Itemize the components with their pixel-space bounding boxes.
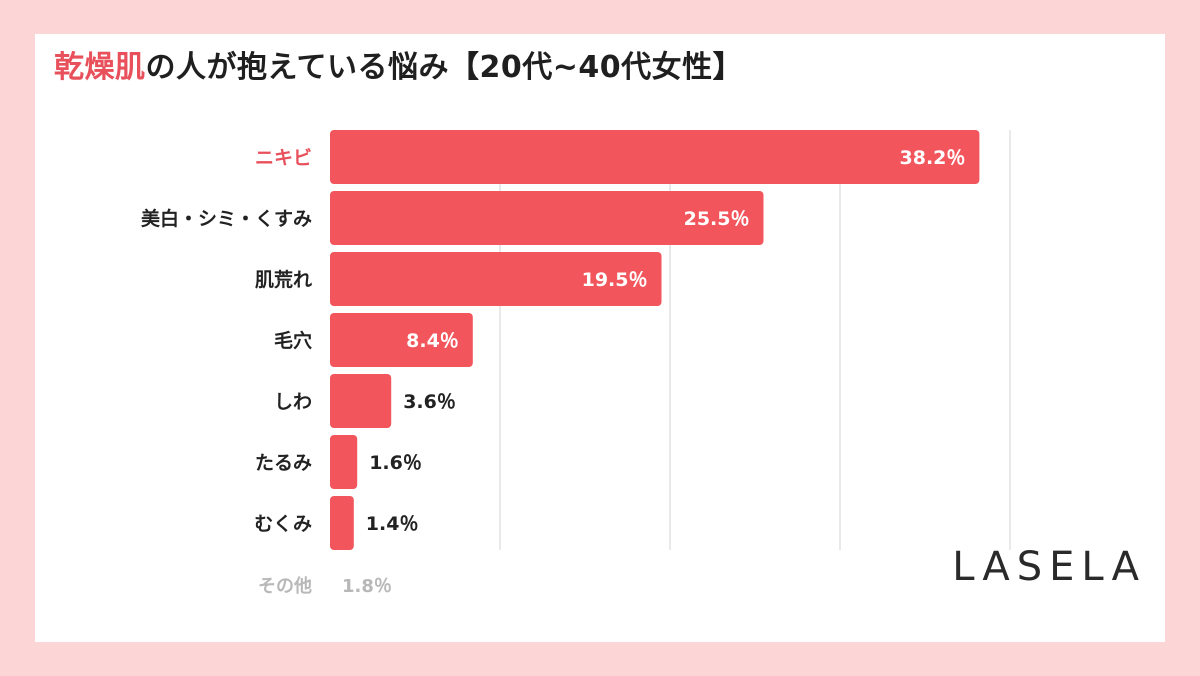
value-label: 1.4％	[366, 513, 419, 535]
bar	[330, 313, 473, 367]
bar	[330, 191, 764, 245]
category-label: しわ	[274, 391, 312, 413]
chart-title-highlight: 乾燥肌	[54, 50, 146, 85]
brand-logo: LASELA	[952, 544, 1146, 590]
category-label: 肌荒れ	[255, 268, 312, 291]
value-label: 1.6％	[369, 452, 422, 474]
bar	[330, 374, 392, 428]
bars	[330, 130, 980, 550]
value-label: 8.4％	[406, 330, 459, 352]
category-label: たるみ	[255, 452, 312, 474]
value-labels: 38.2％ 25.5％ 19.5％ 8.4％ 3.6％ 1.6％ 1.4％	[366, 147, 966, 535]
bar	[330, 130, 980, 184]
chart-title: 乾燥肌の人が抱えている悩み【20代~40代女性】	[54, 42, 743, 86]
value-label: 19.5％	[582, 269, 648, 291]
category-label: ニキビ	[255, 147, 312, 169]
value-label: 3.6％	[403, 391, 456, 413]
bar	[330, 252, 662, 306]
category-label: 美白・シミ・くすみ	[141, 207, 312, 230]
value-label: 38.2％	[900, 147, 966, 169]
chart-title-rest: の人が抱えている悩み【20代~40代女性】	[145, 50, 744, 85]
bar	[330, 496, 354, 550]
other-row: その他 1.8％	[258, 575, 392, 597]
category-label: むくみ	[254, 513, 312, 535]
value-label: 25.5％	[684, 208, 750, 230]
category-label: 毛穴	[274, 329, 312, 352]
other-label: その他	[258, 575, 312, 597]
bar	[330, 435, 358, 489]
other-value: 1.8％	[342, 576, 392, 597]
